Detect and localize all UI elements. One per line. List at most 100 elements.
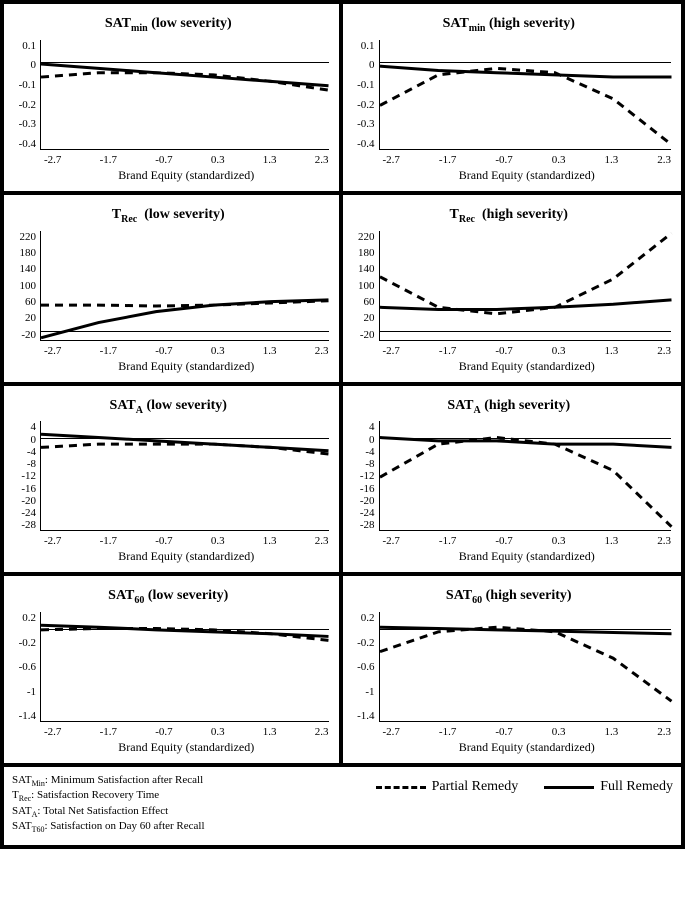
- y-tick-label: -1: [347, 686, 375, 698]
- plot-region: [40, 612, 329, 722]
- x-tick-label: -1.7: [100, 345, 117, 357]
- series-svg: [41, 231, 329, 340]
- y-tick-label: -8: [347, 458, 375, 470]
- y-tick-label: -28: [347, 519, 375, 531]
- y-tick-label: -16: [8, 483, 36, 495]
- y-tick-label: -20: [347, 329, 375, 341]
- x-axis-ticks: -2.7-1.7-0.70.31.32.3: [44, 726, 329, 738]
- x-tick-label: 0.3: [552, 345, 566, 357]
- x-tick-label: 0.3: [211, 345, 225, 357]
- panel-row: SAT60 (low severity)0.2-0.2-0.6-1-1.4-2.…: [4, 576, 681, 763]
- x-axis-ticks: -2.7-1.7-0.70.31.32.3: [44, 345, 329, 357]
- x-tick-label: -0.7: [495, 535, 512, 547]
- x-tick-label: -1.7: [100, 535, 117, 547]
- x-tick-label: 1.3: [263, 535, 277, 547]
- x-tick-label: 2.3: [315, 154, 329, 166]
- series-svg: [41, 40, 329, 149]
- y-tick-label: -24: [8, 507, 36, 519]
- panel-satmin-low: SATmin (low severity)0.10-0.1-0.2-0.3-0.…: [4, 4, 343, 191]
- y-tick-label: -1.4: [8, 710, 36, 722]
- y-tick-label: 0: [347, 434, 375, 446]
- series-partial: [380, 438, 672, 527]
- plot-region: [379, 40, 672, 150]
- series-partial: [41, 300, 329, 305]
- y-tick-label: -0.2: [8, 637, 36, 649]
- x-tick-label: 2.3: [657, 154, 671, 166]
- x-axis-ticks: -2.7-1.7-0.70.31.32.3: [383, 535, 672, 547]
- y-axis-ticks: 0.10-0.1-0.2-0.3-0.4: [347, 40, 379, 150]
- x-tick-label: 1.3: [604, 726, 618, 738]
- chart-area: 0.2 -0.2 -0.6 -1 -1.4: [8, 612, 329, 722]
- y-axis-ticks: 2201801401006020-20: [8, 231, 40, 341]
- series-svg: [41, 421, 329, 530]
- y-tick-label: 140: [347, 263, 375, 275]
- y-tick-label: -0.6: [8, 661, 36, 673]
- x-tick-label: 0.3: [211, 154, 225, 166]
- x-tick-label: 0.3: [552, 154, 566, 166]
- y-tick-label: -20: [347, 495, 375, 507]
- plot-region: [40, 231, 329, 341]
- y-tick-label: -0.1: [347, 79, 375, 91]
- x-axis-ticks: -2.7-1.7-0.70.31.32.3: [44, 154, 329, 166]
- x-tick-label: -2.7: [383, 154, 400, 166]
- x-tick-label: 2.3: [657, 726, 671, 738]
- y-tick-label: -4: [8, 446, 36, 458]
- x-axis-label: Brand Equity (standardized): [44, 740, 329, 755]
- y-tick-label: 220: [347, 231, 375, 243]
- x-axis-ticks: -2.7-1.7-0.70.31.32.3: [383, 154, 672, 166]
- plot-region: [40, 421, 329, 531]
- x-tick-label: -1.7: [439, 726, 456, 738]
- x-axis-ticks: -2.7-1.7-0.70.31.32.3: [44, 535, 329, 547]
- x-tick-label: 2.3: [657, 345, 671, 357]
- y-tick-label: -0.4: [347, 138, 375, 150]
- chart-area: 2201801401006020-20: [347, 231, 672, 341]
- y-tick-label: 0: [8, 59, 36, 71]
- x-tick-label: -2.7: [383, 345, 400, 357]
- x-axis-ticks: -2.7-1.7-0.70.31.32.3: [383, 726, 672, 738]
- y-tick-label: 60: [347, 296, 375, 308]
- plot-region: [379, 612, 672, 722]
- x-tick-label: -0.7: [495, 345, 512, 357]
- x-tick-label: -0.7: [495, 154, 512, 166]
- series-partial: [41, 629, 329, 641]
- y-tick-label: 220: [8, 231, 36, 243]
- y-tick-label: 4: [347, 421, 375, 433]
- x-tick-label: -2.7: [44, 535, 61, 547]
- x-tick-label: -0.7: [495, 726, 512, 738]
- x-tick-label: 0.3: [211, 726, 225, 738]
- x-tick-label: 2.3: [315, 535, 329, 547]
- x-axis-ticks: -2.7-1.7-0.70.31.32.3: [383, 345, 672, 357]
- y-tick-label: 0.2: [8, 612, 36, 624]
- x-axis-label: Brand Equity (standardized): [383, 168, 672, 183]
- series-svg: [380, 231, 672, 340]
- y-axis-ticks: 0.10-0.1-0.2-0.3-0.4: [8, 40, 40, 150]
- y-tick-label: 20: [347, 312, 375, 324]
- y-tick-label: 0.1: [8, 40, 36, 52]
- footnote-line: SATMin: Minimum Satisfaction after Recal…: [12, 774, 205, 788]
- x-tick-label: -2.7: [44, 345, 61, 357]
- x-tick-label: 1.3: [263, 345, 277, 357]
- y-tick-label: -0.3: [347, 118, 375, 130]
- y-tick-label: 140: [8, 263, 36, 275]
- legend-swatch-partial: [376, 786, 426, 789]
- x-tick-label: -1.7: [439, 345, 456, 357]
- y-axis-ticks: 2201801401006020-20: [347, 231, 379, 341]
- series-svg: [380, 40, 672, 149]
- y-tick-label: -12: [347, 470, 375, 482]
- series-full: [380, 66, 672, 77]
- x-axis-label: Brand Equity (standardized): [383, 359, 672, 374]
- y-tick-label: 0: [8, 434, 36, 446]
- panel-title: SAT60 (high severity): [347, 588, 672, 606]
- panel-title: TRec (high severity): [347, 207, 672, 225]
- y-tick-label: -0.6: [347, 661, 375, 673]
- panel-sata-high: SATA (high severity)40-4-8-12-16-20-24-2…: [343, 386, 682, 573]
- series-full: [380, 299, 672, 309]
- panel-trec-low: TRec (low severity)2201801401006020-20-2…: [4, 195, 343, 382]
- y-axis-ticks: 0.2 -0.2 -0.6 -1 -1.4: [8, 612, 40, 722]
- y-tick-label: 180: [347, 247, 375, 259]
- y-tick-label: -0.4: [8, 138, 36, 150]
- chart-area: 0.10-0.1-0.2-0.3-0.4: [8, 40, 329, 150]
- y-tick-label: -1: [8, 686, 36, 698]
- y-tick-label: 0.1: [347, 40, 375, 52]
- x-tick-label: -0.7: [155, 345, 172, 357]
